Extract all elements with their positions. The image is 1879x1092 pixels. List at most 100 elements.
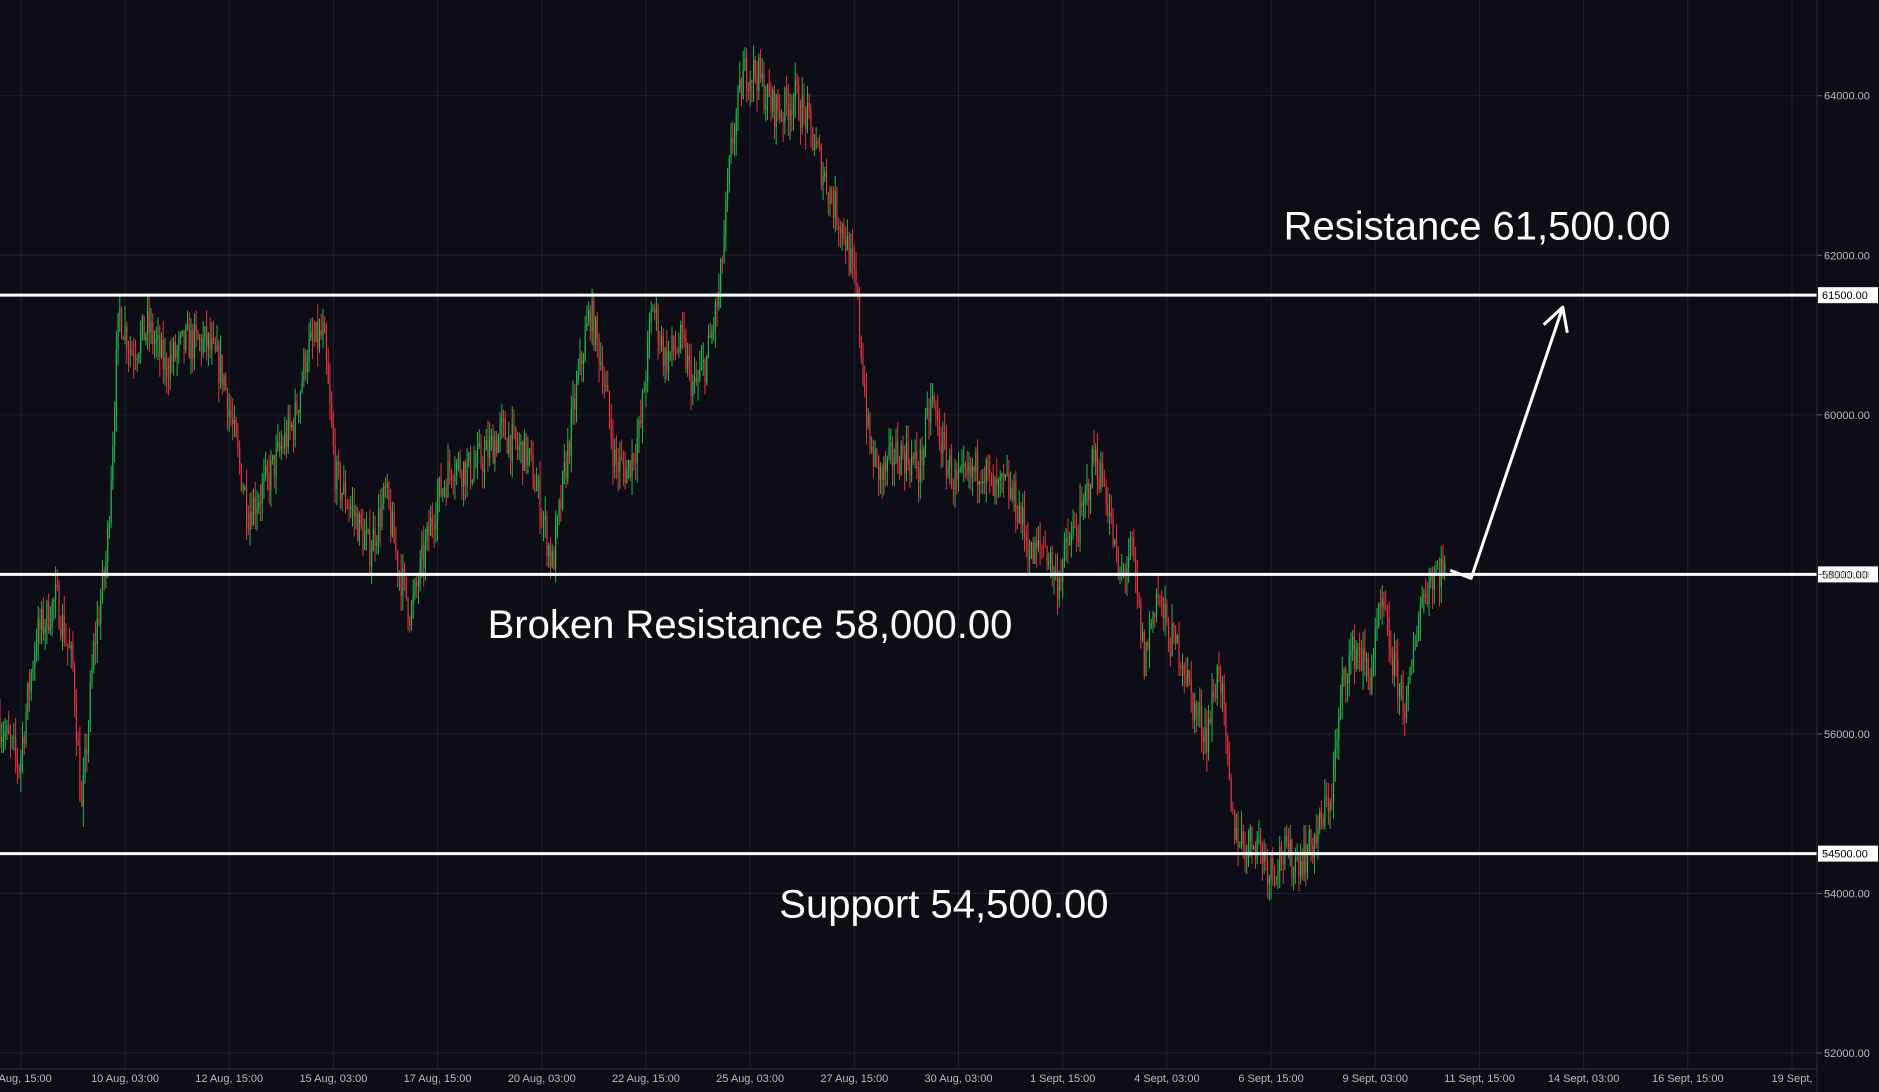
candle-body <box>430 518 432 536</box>
candle <box>1187 657 1189 688</box>
candle-body <box>42 609 45 634</box>
candle <box>376 535 378 555</box>
projection-arrow-head[interactable] <box>1542 305 1569 334</box>
time-tick-label: 1 Sept, 15:00 <box>1030 1073 1095 1085</box>
candle-body <box>75 705 78 742</box>
candle <box>1400 674 1402 701</box>
candle <box>221 354 223 395</box>
projection-arrow-line[interactable] <box>1449 306 1565 580</box>
candle-body <box>193 324 196 358</box>
candle <box>1103 469 1105 488</box>
candle <box>945 424 947 490</box>
candle-body <box>999 476 1001 480</box>
candle <box>1261 841 1263 881</box>
candle-body <box>567 441 569 479</box>
candle <box>888 428 890 461</box>
candle <box>1298 851 1300 892</box>
candle <box>827 192 829 216</box>
candle <box>461 469 463 500</box>
candle <box>872 439 875 479</box>
time-tick-label: 9 Sept, 03:00 <box>1343 1073 1408 1085</box>
projection-arrow[interactable] <box>1449 305 1569 580</box>
candle-body <box>1006 473 1008 475</box>
candle-body <box>530 448 532 455</box>
candle <box>143 315 145 341</box>
candle <box>403 562 406 591</box>
candle <box>1393 633 1395 687</box>
candle-body <box>825 172 828 193</box>
candle-body <box>516 442 519 450</box>
candle-body <box>1044 546 1046 548</box>
candle-body <box>471 479 473 483</box>
candle-body <box>779 110 781 119</box>
candle-body <box>553 551 555 569</box>
candle <box>296 393 298 416</box>
candle-body <box>619 457 621 472</box>
candle-body <box>898 465 901 475</box>
candle <box>555 510 557 583</box>
candle-body <box>1385 609 1387 611</box>
candle-body <box>1306 852 1309 873</box>
candle <box>426 521 428 551</box>
candle-body <box>977 452 979 486</box>
candle-body <box>654 310 656 313</box>
candle <box>186 310 189 331</box>
candle <box>32 660 34 681</box>
candle <box>445 478 447 506</box>
candle-body <box>337 461 340 467</box>
price-axis[interactable]: 52000.0054000.0056000.0058000.0060000.00… <box>1816 0 1870 1092</box>
candle-body <box>1319 811 1321 829</box>
candle-body <box>1168 622 1170 651</box>
candle <box>150 307 152 344</box>
candle <box>1108 493 1111 535</box>
time-tick-label: 12 Aug, 15:00 <box>195 1073 263 1085</box>
candle-body <box>126 325 128 351</box>
candle <box>1435 560 1437 576</box>
candle <box>742 50 744 100</box>
candle <box>407 597 409 631</box>
candle-body <box>1 737 3 742</box>
candle <box>930 383 932 436</box>
candle-body <box>801 96 803 128</box>
candle-body <box>419 558 421 584</box>
candle-body <box>294 401 296 440</box>
candle <box>1194 692 1196 734</box>
candle-body <box>548 545 550 556</box>
candle-body <box>355 512 357 517</box>
candle-body <box>1213 691 1215 697</box>
candle <box>1438 557 1441 607</box>
candle-body <box>324 322 326 334</box>
candle-body <box>1371 668 1373 691</box>
candle-body <box>1023 507 1026 533</box>
candle-body <box>277 441 279 448</box>
candle-body <box>990 473 993 475</box>
candle-body <box>1409 666 1411 683</box>
candle <box>1227 733 1229 766</box>
candle-body <box>499 423 501 436</box>
candle-body <box>457 457 460 463</box>
candle-body <box>937 410 939 420</box>
time-tick-label: 7 Aug, 15:00 <box>0 1073 52 1085</box>
candle-body <box>1115 540 1118 548</box>
candle <box>1437 560 1439 570</box>
candle <box>572 380 574 425</box>
candle <box>81 780 83 807</box>
candle <box>1247 829 1250 867</box>
candle <box>450 469 453 489</box>
candle-body <box>645 381 647 392</box>
candle <box>636 418 638 483</box>
candle <box>829 186 831 217</box>
candle <box>443 480 446 498</box>
candle <box>648 312 651 359</box>
candle-body <box>561 471 564 509</box>
candle-body <box>676 351 678 353</box>
candle <box>374 515 376 562</box>
candle <box>277 424 279 452</box>
candle <box>1289 824 1291 867</box>
candle-body <box>869 414 871 450</box>
candle-body <box>1164 603 1166 619</box>
candle-body <box>716 302 718 308</box>
